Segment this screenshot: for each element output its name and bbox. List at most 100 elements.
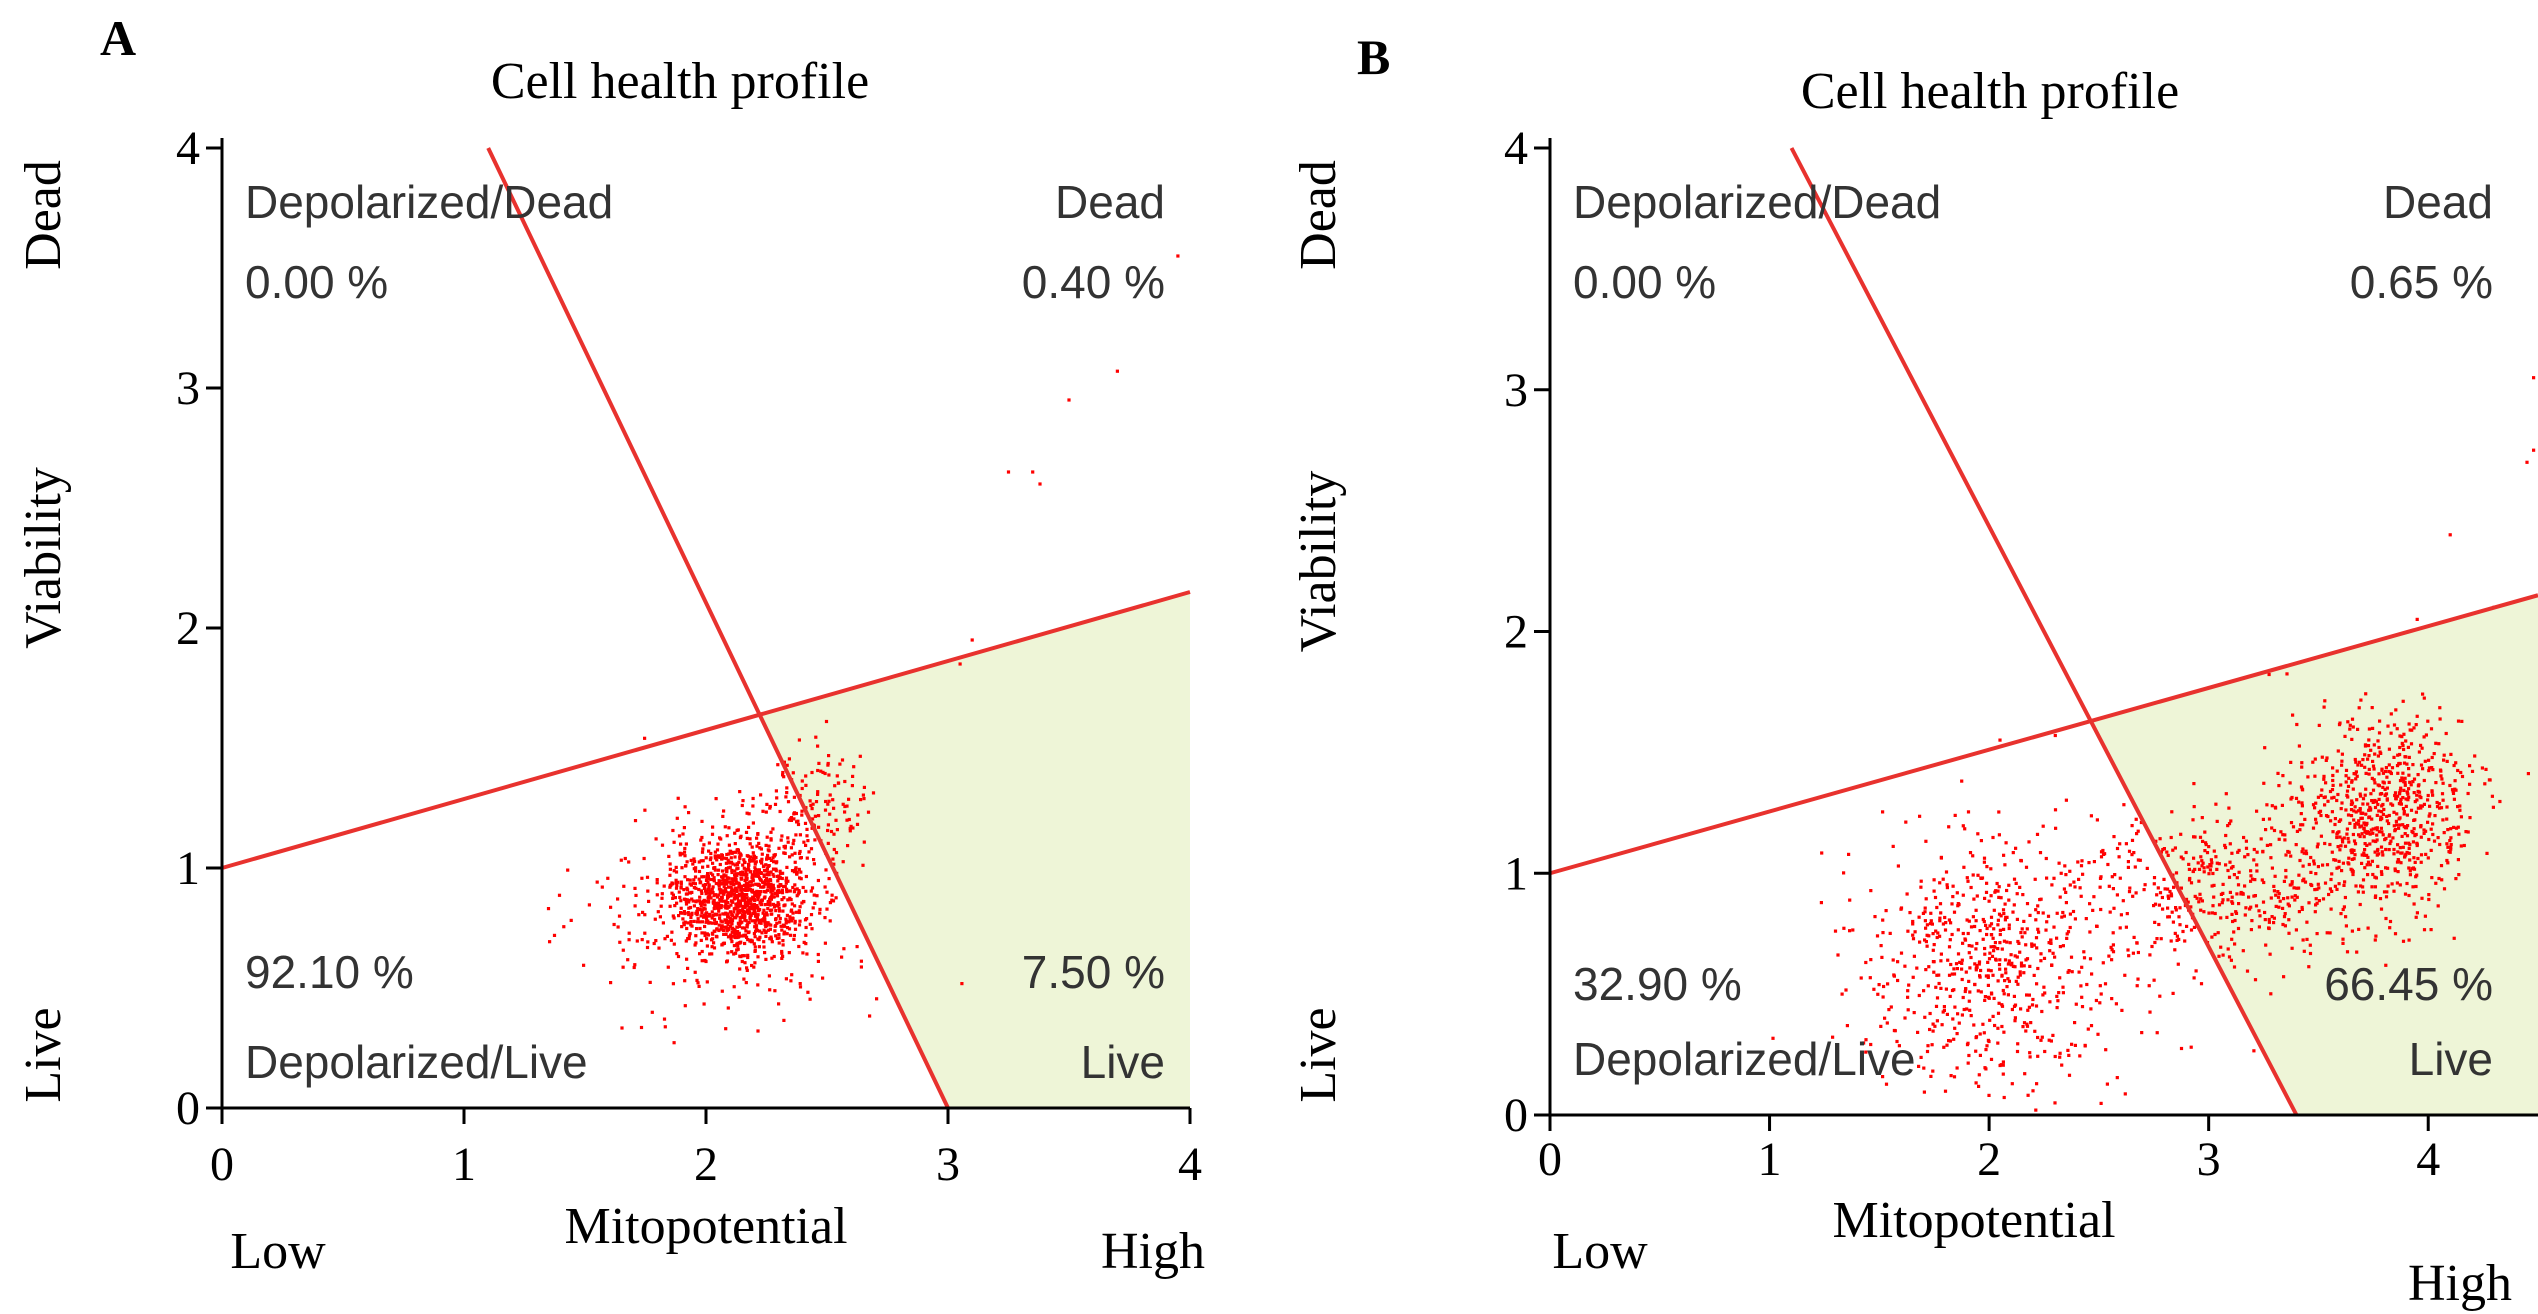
- panel-a-data-point: [838, 762, 842, 766]
- panel-a-data-point: [759, 902, 763, 906]
- panel-a-data-point: [744, 868, 748, 872]
- panel-b-data-point: [2198, 835, 2203, 839]
- panel-b-data-point: [2300, 761, 2304, 765]
- panel-b-data-point: [2229, 958, 2233, 962]
- panel-b-data-point: [1986, 960, 1990, 964]
- panel-b-data-point: [2402, 747, 2406, 752]
- panel-a-data-point: [775, 894, 780, 898]
- panel-a-data-point: [744, 981, 748, 985]
- panel-b-data-point: [1997, 833, 2001, 837]
- panel-b-data-point: [2346, 836, 2350, 841]
- panel-a-data-point: [705, 890, 709, 895]
- panel-a-data-point: [737, 922, 741, 926]
- panel-b-data-point: [1986, 983, 1990, 987]
- panel-a-data-point: [798, 985, 803, 989]
- panel-b-data-point: [2371, 839, 2375, 843]
- panel-a-data-point: [833, 784, 837, 788]
- panel-a-data-point: [769, 838, 773, 842]
- panel-a-data-point: [780, 891, 785, 895]
- panel-a-data-point: [778, 916, 782, 921]
- panel-b-data-point: [2391, 836, 2395, 840]
- panel-a-data-point: [721, 814, 725, 818]
- panel-b-data-point: [2282, 915, 2287, 919]
- panel-b-data-point: [1985, 932, 1989, 937]
- panel-a-y-bottom-label: Live: [15, 1007, 72, 1102]
- panel-a-data-point: [784, 878, 788, 882]
- panel-b-data-point: [2267, 926, 2271, 930]
- panel-a-data-point: [672, 942, 676, 946]
- panel-a-data-point: [721, 928, 725, 932]
- panel-b-data-point: [2379, 907, 2384, 911]
- panel-a-data-point: [742, 977, 746, 981]
- panel-b-data-point: [2067, 969, 2071, 973]
- panel-a-data-point: [715, 858, 719, 862]
- panel-a-data-point: [595, 880, 599, 884]
- panel-b-data-point: [1985, 865, 1989, 869]
- panel-b-data-point: [1963, 827, 1967, 831]
- panel-a-data-point: [785, 763, 789, 767]
- panel-a-data-point: [682, 910, 686, 914]
- panel-a-data-point: [705, 944, 709, 948]
- panel-b-data-point: [2356, 890, 2360, 894]
- panel-a-data-point: [746, 955, 750, 960]
- panel-a-data-point: [693, 943, 697, 947]
- panel-b-data-point: [2157, 922, 2161, 927]
- panel-b-data-point: [2287, 918, 2291, 922]
- panel-b-data-point: [1882, 984, 1886, 989]
- panel-a-data-point: [797, 867, 801, 871]
- panel-b-data-point: [2363, 866, 2367, 870]
- panel-b-data-point: [2223, 843, 2227, 847]
- panel-b-data-point: [2307, 901, 2311, 905]
- panel-b-data-point: [2368, 863, 2372, 867]
- panel-b-data-point: [1989, 991, 1994, 995]
- panel-b-data-point: [1931, 932, 1935, 936]
- panel-b-data-point: [2399, 861, 2403, 865]
- panel-b-data-point: [2433, 814, 2437, 818]
- panel-a-data-point: [640, 938, 644, 942]
- panel-b-data-point: [2053, 955, 2057, 959]
- panel-b-data-point: [2073, 885, 2077, 889]
- panel-b-data-point: [1965, 876, 1969, 880]
- panel-b-data-point: [1979, 968, 1983, 973]
- panel-a-data-point: [705, 980, 709, 984]
- panel-b-data-point: [2387, 813, 2391, 818]
- panel-b-data-point: [2375, 826, 2379, 830]
- panel-b-data-point: [2350, 717, 2355, 721]
- panel-b-data-point: [2385, 775, 2389, 779]
- panel-b-quadrant-top-left-name: Depolarized/Dead: [1573, 176, 1941, 228]
- panel-b-data-point: [2426, 820, 2430, 824]
- panel-b-data-point: [2319, 834, 2323, 838]
- panel-b-data-point: [2273, 874, 2277, 878]
- panel-b-data-point: [2241, 892, 2245, 896]
- panel-b-data-point: [2394, 819, 2398, 823]
- panel-b-data-point: [2010, 961, 2014, 965]
- panel-b-data-point: [2341, 941, 2345, 945]
- panel-b-data-point: [2485, 851, 2489, 855]
- panel-b-data-point: [2249, 874, 2253, 878]
- panel-b-data-point: [1977, 962, 1981, 966]
- panel-a-data-point: [712, 941, 716, 945]
- panel-b-quadrant-top-right-name: Dead: [2383, 176, 2493, 228]
- panel-b-data-point: [2189, 905, 2193, 909]
- panel-b-data-point: [2096, 1032, 2100, 1036]
- panel-b-data-point: [2297, 800, 2301, 804]
- panel-a-data-point: [802, 840, 806, 844]
- panel-b-data-point: [1883, 1016, 1887, 1020]
- panel-b-data-point: [2079, 864, 2084, 868]
- panel-b-data-point: [2323, 841, 2327, 846]
- panel-a-data-point: [809, 847, 814, 851]
- panel-a-data-point: [805, 827, 809, 831]
- panel-a-data-point: [787, 920, 791, 924]
- panel-a-data-point: [733, 928, 737, 932]
- panel-a-data-point: [740, 803, 744, 808]
- panel-a-data-point: [742, 954, 746, 958]
- panel-a-data-point: [769, 870, 773, 874]
- panel-b-data-point: [2055, 936, 2059, 940]
- panel-b-panel-label: B: [1357, 29, 1390, 85]
- panel-a-data-point: [785, 913, 789, 917]
- panel-a-data-point: [679, 842, 683, 846]
- panel-b-data-point: [1994, 889, 1998, 893]
- panel-a-data-point: [721, 881, 725, 885]
- panel-a-data-point: [744, 870, 748, 874]
- panel-a-data-point: [787, 951, 791, 955]
